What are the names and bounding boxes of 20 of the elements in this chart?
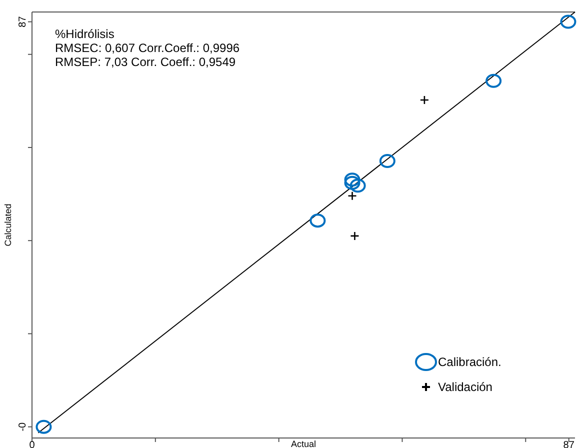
y-axis-title: Calculated (3, 204, 13, 246)
legend-label: Validación (438, 380, 492, 394)
point (348, 191, 357, 201)
x-axis-title: Actual (290, 439, 316, 448)
point (350, 231, 360, 241)
point (344, 172, 360, 187)
point (560, 14, 576, 29)
point (420, 95, 430, 105)
annotation: RMSEP: 7,03 Corr. Coeff.: 0,9549 (55, 55, 236, 69)
y-tick-label: -0 (18, 422, 28, 432)
legend-label: Calibración. (438, 355, 502, 369)
point (350, 178, 366, 193)
point (379, 154, 396, 168)
point (310, 214, 326, 228)
point (344, 176, 360, 190)
x-tick-label: 0 (29, 440, 36, 448)
point (36, 420, 52, 434)
annotation: RMSEC: 0,607 Corr.Coeff.: 0,9996 (55, 41, 240, 55)
point (486, 74, 502, 88)
annotation: %Hidrólisis (55, 27, 114, 41)
